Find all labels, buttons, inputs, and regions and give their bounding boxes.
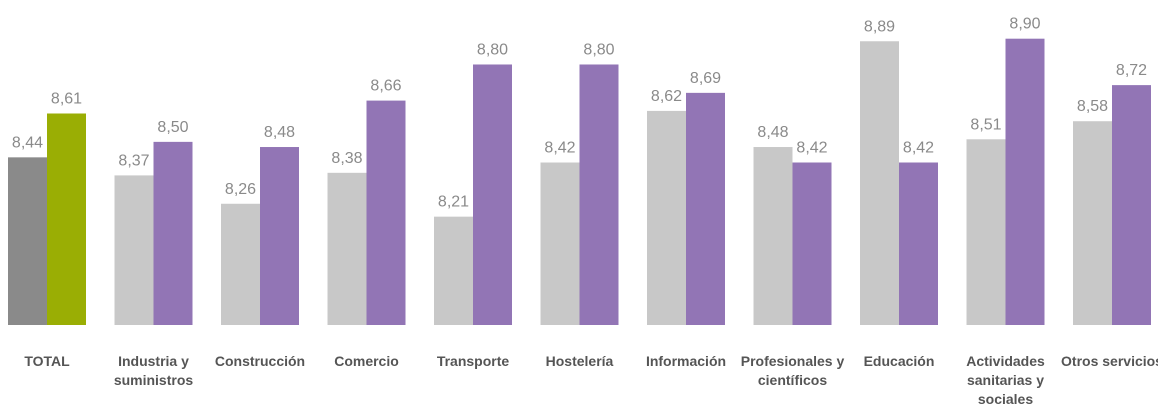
value-label: 8,48 xyxy=(264,124,295,141)
category-label: Hostelería xyxy=(545,353,614,369)
bar xyxy=(540,162,580,325)
category-label: Educación xyxy=(863,353,935,369)
category-label: Comercio xyxy=(334,353,399,369)
bar xyxy=(366,100,406,325)
value-label: 8,21 xyxy=(438,194,469,211)
category-label: TOTAL xyxy=(24,353,70,369)
category-label: Transporte xyxy=(436,353,510,369)
value-label: 8,42 xyxy=(544,140,575,157)
category-label: Actividades sanitarias y sociales xyxy=(966,353,1045,407)
bar xyxy=(647,110,686,326)
value-label: 8,80 xyxy=(477,41,508,58)
value-label: 8,61 xyxy=(51,90,82,107)
value-label: 8,72 xyxy=(1116,62,1147,79)
value-label: 8,80 xyxy=(583,41,614,58)
bar xyxy=(792,162,832,325)
value-label: 8,89 xyxy=(864,18,895,35)
bar xyxy=(753,147,793,325)
value-label: 8,37 xyxy=(118,152,149,169)
bar xyxy=(434,216,473,325)
value-label: 8,38 xyxy=(331,150,362,167)
category-label: Profesionales y científicos xyxy=(740,353,845,388)
value-label: 8,42 xyxy=(796,140,827,157)
bar xyxy=(260,147,299,325)
value-label: 8,58 xyxy=(1077,98,1108,115)
bar xyxy=(221,203,260,325)
bar xyxy=(1112,85,1151,325)
category-label: Construcción xyxy=(214,353,306,369)
bar xyxy=(686,92,725,325)
value-label: 8,26 xyxy=(225,181,256,198)
value-label: 8,51 xyxy=(970,116,1001,133)
value-label: 8,42 xyxy=(903,140,934,157)
value-label: 8,66 xyxy=(370,78,401,95)
bar xyxy=(966,139,1006,325)
bar xyxy=(1005,38,1045,325)
bar xyxy=(327,172,367,325)
value-label: 8,50 xyxy=(157,119,188,136)
value-label: 8,48 xyxy=(757,124,788,141)
value-label: 8,62 xyxy=(651,88,682,105)
value-label: 8,90 xyxy=(1009,16,1040,33)
category-label: Otros servicios xyxy=(1061,353,1158,369)
bar xyxy=(473,64,512,325)
value-label: 8,44 xyxy=(12,134,43,151)
bar xyxy=(114,175,154,325)
bar xyxy=(153,141,193,325)
bar xyxy=(860,41,899,326)
category-label: Información xyxy=(645,353,727,369)
bar xyxy=(47,113,86,325)
bar xyxy=(1073,121,1112,325)
bar xyxy=(8,157,47,325)
category-label: Industria y suministros xyxy=(113,353,194,388)
bar xyxy=(899,162,938,325)
bar xyxy=(579,64,619,325)
value-label: 8,69 xyxy=(690,70,721,87)
